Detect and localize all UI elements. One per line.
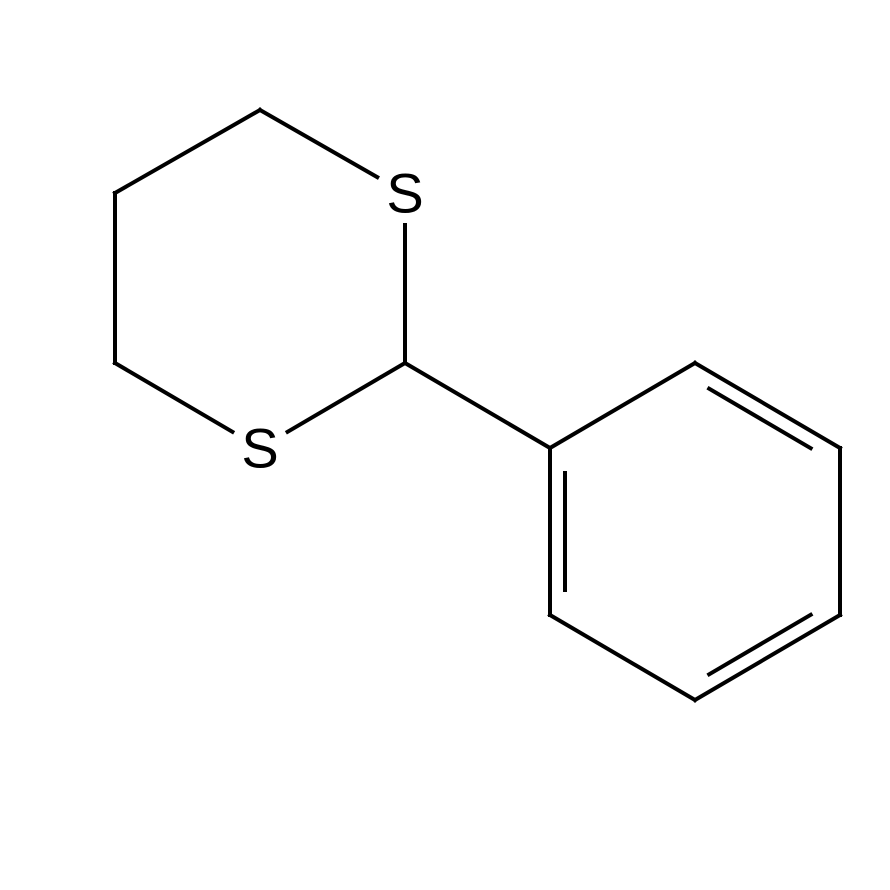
bond — [405, 363, 550, 448]
bond — [550, 615, 695, 700]
bond — [550, 363, 695, 448]
molecule-canvas: SS — [0, 0, 890, 890]
bond — [709, 389, 811, 449]
bond — [288, 363, 405, 432]
bond — [115, 363, 232, 432]
atom-label-s: S — [241, 417, 278, 480]
bond — [695, 615, 840, 700]
bond — [709, 615, 811, 675]
atom-label-s: S — [386, 162, 423, 225]
bond — [695, 363, 840, 448]
bond — [260, 110, 377, 177]
bond — [115, 110, 260, 193]
